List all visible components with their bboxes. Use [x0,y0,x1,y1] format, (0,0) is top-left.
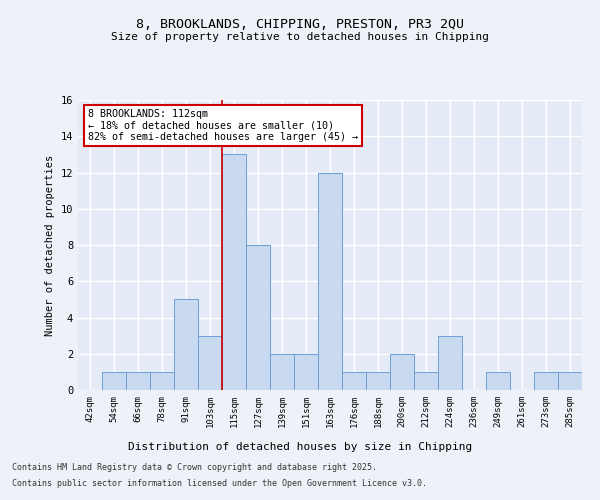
Bar [150,372,174,390]
Bar [558,372,582,390]
Y-axis label: Number of detached properties: Number of detached properties [45,154,55,336]
Bar [486,372,510,390]
Bar [294,354,318,390]
Bar [534,372,558,390]
Bar [270,354,294,390]
Text: 8 BROOKLANDS: 112sqm
← 18% of detached houses are smaller (10)
82% of semi-detac: 8 BROOKLANDS: 112sqm ← 18% of detached h… [88,108,358,142]
Text: Distribution of detached houses by size in Chipping: Distribution of detached houses by size … [128,442,472,452]
Bar [222,154,246,390]
Bar [390,354,414,390]
Bar [246,245,270,390]
Bar [318,172,342,390]
Text: Contains public sector information licensed under the Open Government Licence v3: Contains public sector information licen… [12,478,427,488]
Text: 8, BROOKLANDS, CHIPPING, PRESTON, PR3 2QU: 8, BROOKLANDS, CHIPPING, PRESTON, PR3 2Q… [136,18,464,30]
Text: Size of property relative to detached houses in Chipping: Size of property relative to detached ho… [111,32,489,42]
Bar [438,336,462,390]
Bar [342,372,366,390]
Bar [126,372,150,390]
Bar [102,372,126,390]
Bar [414,372,438,390]
Text: Contains HM Land Registry data © Crown copyright and database right 2025.: Contains HM Land Registry data © Crown c… [12,464,377,472]
Bar [366,372,390,390]
Bar [198,336,222,390]
Bar [174,300,198,390]
